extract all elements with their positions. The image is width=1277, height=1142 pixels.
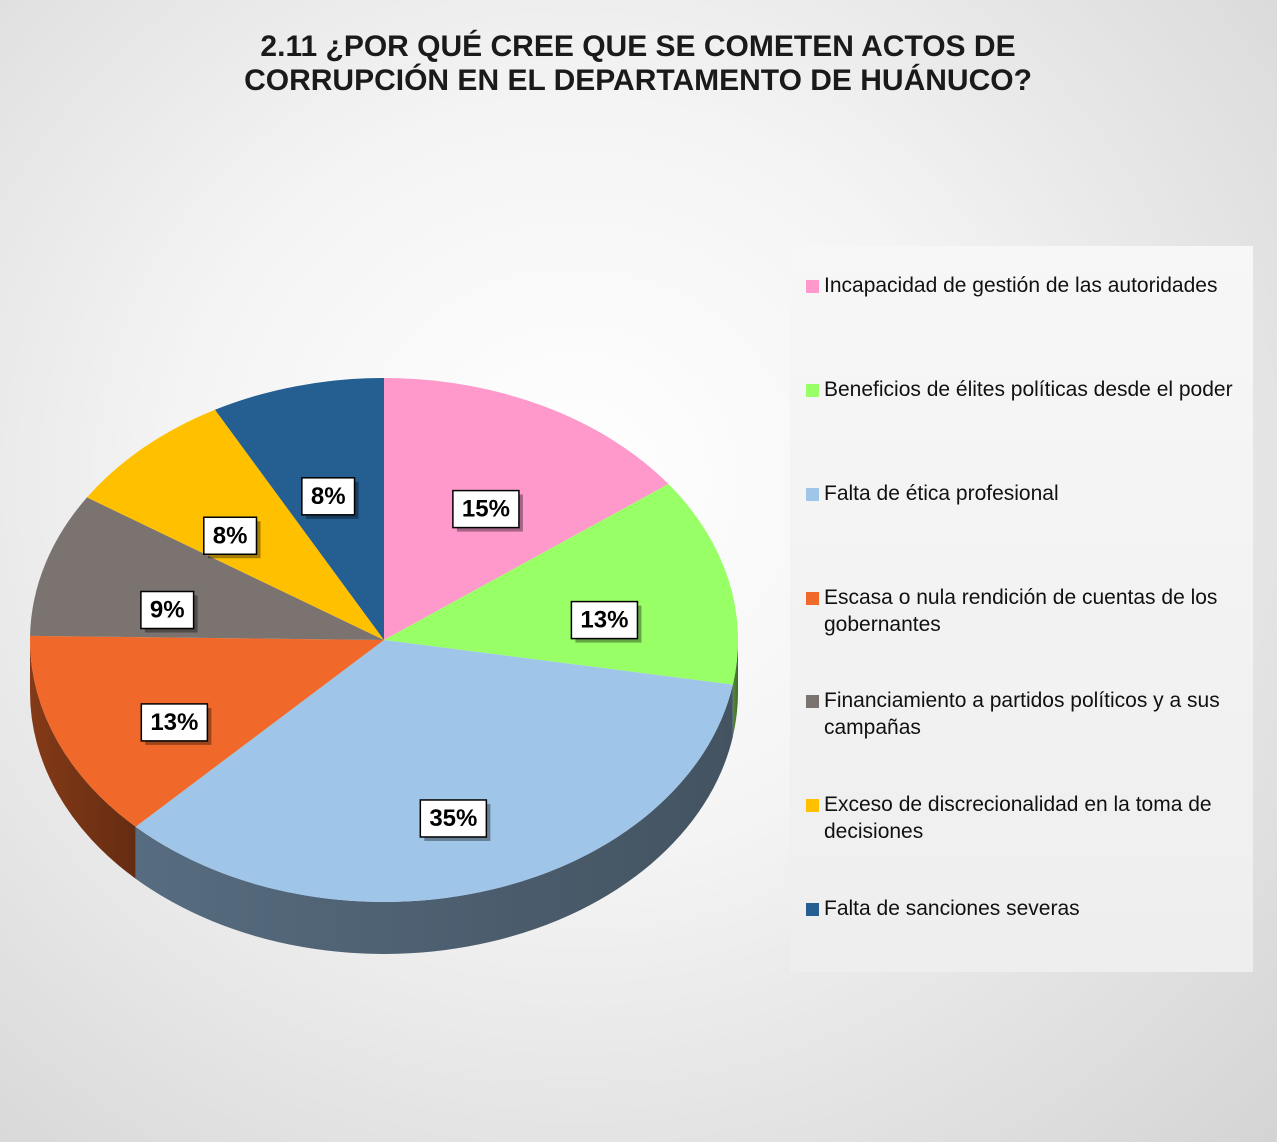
legend-item: Beneficios de élites políticas desde el … [804,376,1254,403]
data-label: 13% [580,607,628,634]
data-label-box [203,516,258,556]
legend-swatch [806,695,819,708]
data-label: 8% [311,483,346,510]
legend-swatch [806,799,819,812]
legend-label: Beneficios de élites políticas desde el … [824,378,1233,401]
chart-title: 2.11 ¿POR QUÉ CREE QUE SE COMETEN ACTOS … [244,30,1032,97]
legend-label: Incapacidad de gestión de las autoridade… [824,274,1218,297]
pie-side [135,684,733,955]
pie-slice [135,640,733,902]
legend-item: Falta de ética profesional [804,480,1254,507]
legend-label: Falta de sanciones severas [824,897,1080,920]
data-label: 9% [150,597,185,624]
legend-item: Incapacidad de gestión de las autoridade… [804,272,1254,299]
pie-slice [30,497,384,640]
data-label-box [570,600,639,640]
pie-slice [384,378,669,640]
legend-label: Escasa o nula rendición de cuentas de lo… [824,586,1218,636]
legend-label: Financiamiento a partidos políticos y a … [824,689,1220,739]
data-label-box [452,489,520,529]
legend-swatch [806,903,819,916]
legend-swatch [806,280,819,293]
legend-swatch [806,488,819,501]
data-label: 35% [429,805,477,832]
data-label-box [140,703,209,742]
data-label-box [301,477,356,516]
legend-item: Falta de sanciones severas [804,895,1254,922]
pie-slice [215,378,384,640]
pie-slice [384,484,739,685]
legend-label: Exceso de discrecionalidad en la toma de… [824,793,1212,843]
legend-swatch [806,384,819,397]
data-label: 8% [213,522,248,549]
legend-item: Escasa o nula rendición de cuentas de lo… [804,584,1254,638]
pie-side [30,640,136,879]
legend-label: Falta de ética profesional [824,482,1059,505]
data-label-box [140,590,195,630]
legend-item: Financiamiento a partidos políticos y a … [804,687,1254,741]
legend-item: Exceso de discrecionalidad en la toma de… [804,791,1254,845]
pie-side [732,640,738,737]
legend: Incapacidad de gestión de las autoridade… [790,246,1253,972]
data-label-box [419,799,488,838]
data-label: 13% [150,709,198,736]
legend-swatch [806,592,819,605]
data-label: 15% [462,496,510,523]
